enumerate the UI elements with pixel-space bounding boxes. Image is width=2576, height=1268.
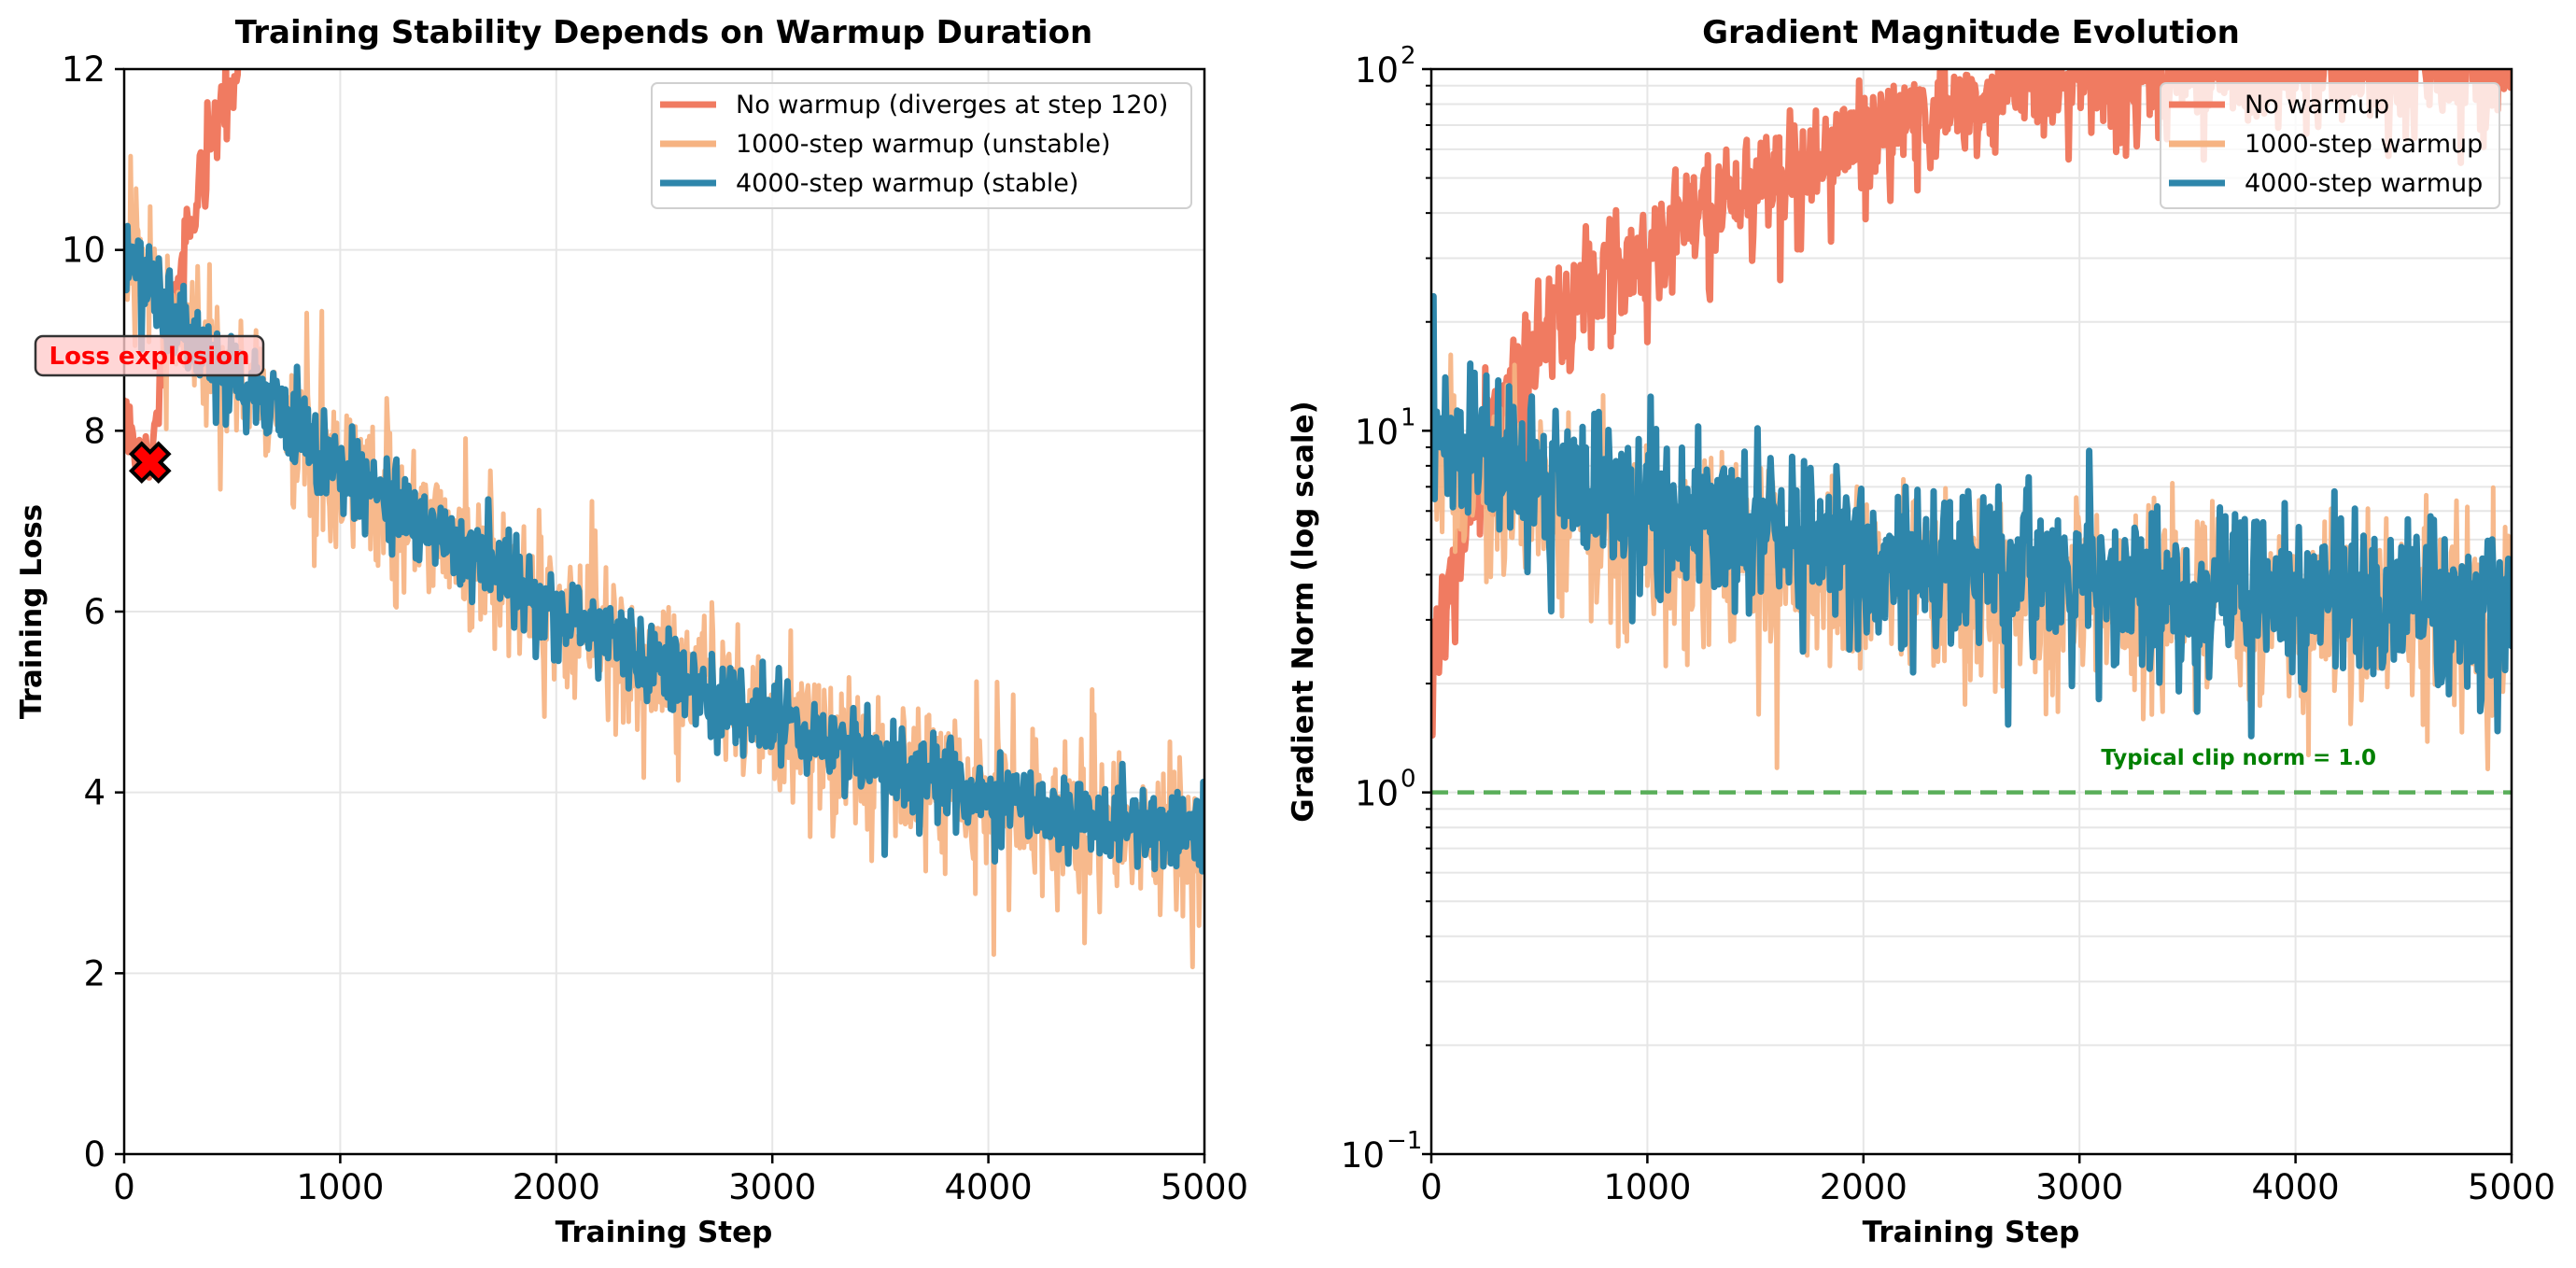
x-tick-label: 3000 xyxy=(728,1167,816,1207)
legend-box xyxy=(651,82,1192,209)
x-tick-label: 5000 xyxy=(1161,1167,1248,1207)
loss-chart: Training Stability Depends on Warmup Dur… xyxy=(15,14,1248,1249)
loss-chart-ylabel: Training Loss xyxy=(15,504,49,719)
loss-chart-xlabel: Training Step xyxy=(556,1216,773,1249)
loss-chart-title: Training Stability Depends on Warmup Dur… xyxy=(235,14,1092,51)
legend-box xyxy=(2160,82,2500,209)
y-tick-label: 6 xyxy=(83,592,106,632)
legend-label-1000-step: 1000-step warmup (unstable) xyxy=(736,130,1111,159)
x-tick-label: 5000 xyxy=(2468,1167,2555,1207)
annotation-text: Loss explosion xyxy=(49,343,250,371)
x-tick-label: 4000 xyxy=(2252,1167,2340,1207)
y-tick-label: 10 1 xyxy=(1355,403,1416,452)
x-marker-shape xyxy=(128,441,172,485)
y-tick-label: 4 xyxy=(83,773,106,813)
y-tick-label: 12 xyxy=(62,49,106,90)
series-line-warmup-4000 xyxy=(124,222,1204,875)
legend-label-no-warmup: No warmup xyxy=(2245,91,2389,120)
gradient-chart-series xyxy=(1431,69,2512,772)
annotation-box xyxy=(34,334,265,377)
clip-norm-label: Typical clip norm = 1.0 xyxy=(2101,746,2376,770)
loss-explosion-annotation: Loss explosion xyxy=(34,334,265,377)
gradient-chart-xlabel: Training Step xyxy=(1863,1216,2080,1249)
loss-chart-legend: No warmup (diverges at step 120) 1000-st… xyxy=(651,82,1192,209)
y-tick-label: 8 xyxy=(83,411,106,451)
x-tick-label: 1000 xyxy=(1603,1167,1691,1207)
series-line-warmup-1000 xyxy=(124,153,1204,970)
y-tick-label: 10 xyxy=(62,231,106,271)
y-tick-exponent: −1 xyxy=(1387,1127,1422,1155)
y-tick-exponent: 2 xyxy=(1401,42,1416,70)
x-tick-label: 2000 xyxy=(513,1167,600,1207)
y-tick-label: 10 2 xyxy=(1355,42,1416,91)
y-tick-base: 10 xyxy=(1355,412,1399,452)
legend-label-4000-step: 4000-step warmup (stable) xyxy=(736,169,1078,198)
explosion-x-marker-icon xyxy=(128,441,172,485)
x-tick-label: 1000 xyxy=(296,1167,384,1207)
y-tick-label: 0 xyxy=(83,1134,106,1175)
loss-chart-ticks: 0 1000 2000 3000 4000 5000 0 2 4 6 8 10 12 xyxy=(62,49,1248,1207)
gradient-chart-ylabel: Gradient Norm (log scale) xyxy=(1287,401,1320,822)
legend-label-no-warmup: No warmup (diverges at step 120) xyxy=(736,91,1168,120)
y-tick-base: 10 xyxy=(1341,1135,1385,1176)
x-tick-label: 4000 xyxy=(945,1167,1033,1207)
gradient-chart: Gradient Magnitude Evolution 0 1000 2000 30… xyxy=(1287,14,2555,1249)
x-tick-label: 3000 xyxy=(2035,1167,2123,1207)
series-line-warmup-4000 xyxy=(1431,292,2512,740)
legend-label-4000-step: 4000-step warmup xyxy=(2245,169,2483,198)
series-line-no-warmup xyxy=(1431,69,2512,739)
y-tick-label: 2 xyxy=(83,953,106,993)
y-tick-exponent: 1 xyxy=(1401,403,1416,431)
legend-label-1000-step: 1000-step warmup xyxy=(2245,130,2483,159)
gradient-chart-frame xyxy=(1429,67,2513,1156)
gradient-chart-title: Gradient Magnitude Evolution xyxy=(1702,14,2240,51)
x-tick-label: 0 xyxy=(1420,1167,1443,1207)
y-tick-base: 10 xyxy=(1355,50,1399,91)
y-tick-exponent: 0 xyxy=(1401,766,1416,794)
y-tick-label: 10 0 xyxy=(1355,766,1416,814)
x-tick-label: 2000 xyxy=(1820,1167,1907,1207)
y-tick-base: 10 xyxy=(1355,774,1399,814)
x-tick-label: 0 xyxy=(113,1167,135,1207)
gradient-chart-legend: No warmup 1000-step warmup 4000-step war… xyxy=(2160,82,2500,209)
y-tick-label: 10 −1 xyxy=(1341,1127,1422,1176)
